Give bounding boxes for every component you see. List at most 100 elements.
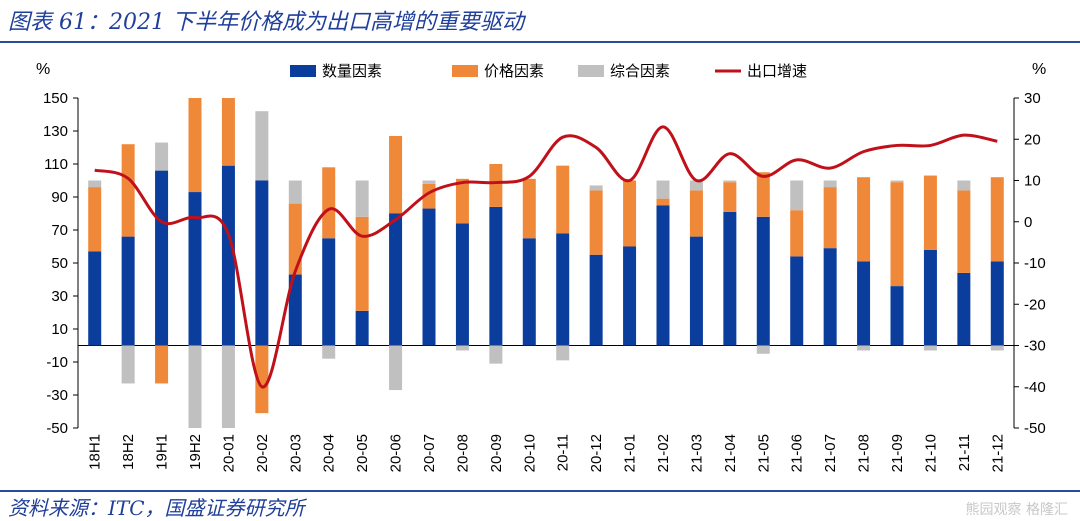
- bar-price-19H1: [155, 345, 169, 384]
- bar-quantity-18H1: [88, 251, 102, 346]
- legend-label-growth: 出口增速: [747, 62, 807, 80]
- bar-price-21-07: [823, 187, 837, 249]
- bar-composite-21-06: [790, 180, 804, 211]
- left-tick-label: 70: [51, 222, 68, 239]
- bar-price-21-08: [857, 177, 871, 262]
- x-tick-label: 20-02: [254, 434, 271, 472]
- x-tick-label: 21-02: [655, 434, 672, 472]
- legend-swatch-quantity: [290, 65, 316, 77]
- chart-legend: 数量因素 价格因素 综合因素 出口增速: [290, 62, 807, 80]
- right-tick-label: 30: [1024, 90, 1041, 107]
- title-divider: [0, 41, 1080, 43]
- bar-price-21-02: [656, 198, 670, 206]
- left-tick-label: 110: [44, 156, 68, 173]
- legend-swatch-price: [452, 65, 478, 77]
- bar-price-20-02: [255, 345, 269, 414]
- right-tick-label: -20: [1024, 296, 1046, 313]
- chart-bars: [88, 98, 1004, 428]
- bar-composite-21-05: [756, 345, 770, 354]
- left-tick-label: 90: [51, 189, 68, 206]
- legend-swatch-composite: [578, 65, 604, 77]
- bar-price-20-10: [522, 178, 536, 239]
- bar-quantity-21-08: [857, 261, 871, 346]
- left-tick-label: 130: [43, 123, 68, 140]
- x-tick-label: 21-09: [889, 434, 906, 472]
- bar-composite-21-03: [689, 180, 703, 191]
- bar-price-20-11: [556, 165, 570, 234]
- bar-composite-20-06: [389, 345, 403, 391]
- bar-quantity-20-07: [422, 208, 436, 346]
- right-tick-label: -30: [1024, 338, 1046, 355]
- bar-composite-20-12: [589, 185, 603, 191]
- chart: % % 150 130 110 90 70 50 30 10 -10 -30 -50 30 20 10 0 -10…: [36, 61, 1046, 472]
- bar-quantity-20-09: [489, 206, 503, 346]
- bar-price-21-05: [756, 172, 770, 217]
- x-tick-label: 20-10: [521, 434, 538, 472]
- bar-price-20-04: [322, 167, 336, 239]
- bar-quantity-21-10: [923, 249, 937, 346]
- left-tick-label: -50: [46, 420, 68, 437]
- bar-price-20-06: [389, 135, 403, 214]
- bar-composite-21-10: [923, 345, 937, 351]
- bar-composite-21-12: [990, 345, 1004, 351]
- bar-price-20-03: [288, 203, 302, 275]
- x-tick-label: 18H1: [87, 434, 104, 470]
- x-tick-label: 21-11: [956, 434, 973, 471]
- bar-price-18H1: [88, 187, 102, 252]
- bar-quantity-20-12: [589, 254, 603, 346]
- bar-quantity-19H2: [188, 192, 202, 346]
- bar-price-21-10: [923, 175, 937, 250]
- x-tick-label: 21-05: [755, 434, 772, 472]
- bar-composite-20-05: [355, 180, 369, 217]
- right-tick-label: -40: [1024, 379, 1046, 396]
- bar-composite-21-07: [823, 180, 837, 188]
- x-tick-label: 21-04: [722, 434, 739, 472]
- bar-composite-18H1: [88, 180, 102, 188]
- bar-composite-21-02: [656, 180, 670, 199]
- bar-composite-20-07: [422, 180, 436, 184]
- left-axis-unit: %: [36, 61, 50, 78]
- x-tick-label: 20-03: [287, 434, 304, 472]
- bar-composite-19H1: [155, 142, 169, 171]
- bar-quantity-21-05: [756, 216, 770, 346]
- left-tick-label: 150: [43, 90, 68, 107]
- bar-price-20-05: [355, 216, 369, 311]
- bar-composite-20-09: [489, 345, 503, 364]
- x-tick-label: 21-06: [789, 434, 806, 472]
- bar-price-20-08: [455, 178, 469, 224]
- right-tick-label: 20: [1024, 131, 1041, 148]
- bar-quantity-21-12: [990, 261, 1004, 346]
- x-tick-label: 20-12: [588, 434, 605, 472]
- legend-label-price: 价格因素: [484, 62, 544, 80]
- left-tick-label: 30: [51, 288, 68, 305]
- right-axis-unit: %: [1032, 61, 1046, 78]
- bar-price-19H2: [188, 98, 202, 193]
- source-divider: [0, 490, 1080, 492]
- bar-price-18H2: [121, 144, 135, 237]
- bar-price-21-12: [990, 177, 1004, 262]
- bar-quantity-21-09: [890, 286, 904, 346]
- bar-quantity-20-02: [255, 180, 269, 346]
- x-tick-label: 21-03: [688, 434, 705, 472]
- bar-quantity-21-11: [957, 272, 971, 346]
- x-tick-label: 21-07: [822, 434, 839, 472]
- bar-quantity-20-06: [389, 213, 403, 346]
- x-tick-label: 20-11: [555, 434, 572, 471]
- bar-price-20-09: [489, 164, 503, 207]
- bar-composite-20-01: [221, 345, 235, 428]
- bar-composite-20-11: [556, 345, 570, 361]
- bar-quantity-21-06: [790, 256, 804, 346]
- bar-quantity-20-03: [288, 274, 302, 346]
- source-note: 资料来源：ITC，国盛证券研究所: [8, 496, 305, 520]
- bar-price-21-06: [790, 210, 804, 257]
- x-tick-label: 20-09: [488, 434, 505, 472]
- bar-quantity-20-10: [522, 238, 536, 346]
- bar-quantity-20-01: [221, 165, 235, 346]
- legend-label-composite: 综合因素: [610, 62, 670, 80]
- x-tick-label: 20-08: [454, 434, 471, 472]
- bar-price-21-11: [957, 190, 971, 273]
- x-tick-label: 20-01: [220, 434, 237, 472]
- right-tick-label: -10: [1024, 255, 1046, 272]
- bar-composite-19H2: [188, 345, 202, 428]
- bar-price-20-12: [589, 190, 603, 255]
